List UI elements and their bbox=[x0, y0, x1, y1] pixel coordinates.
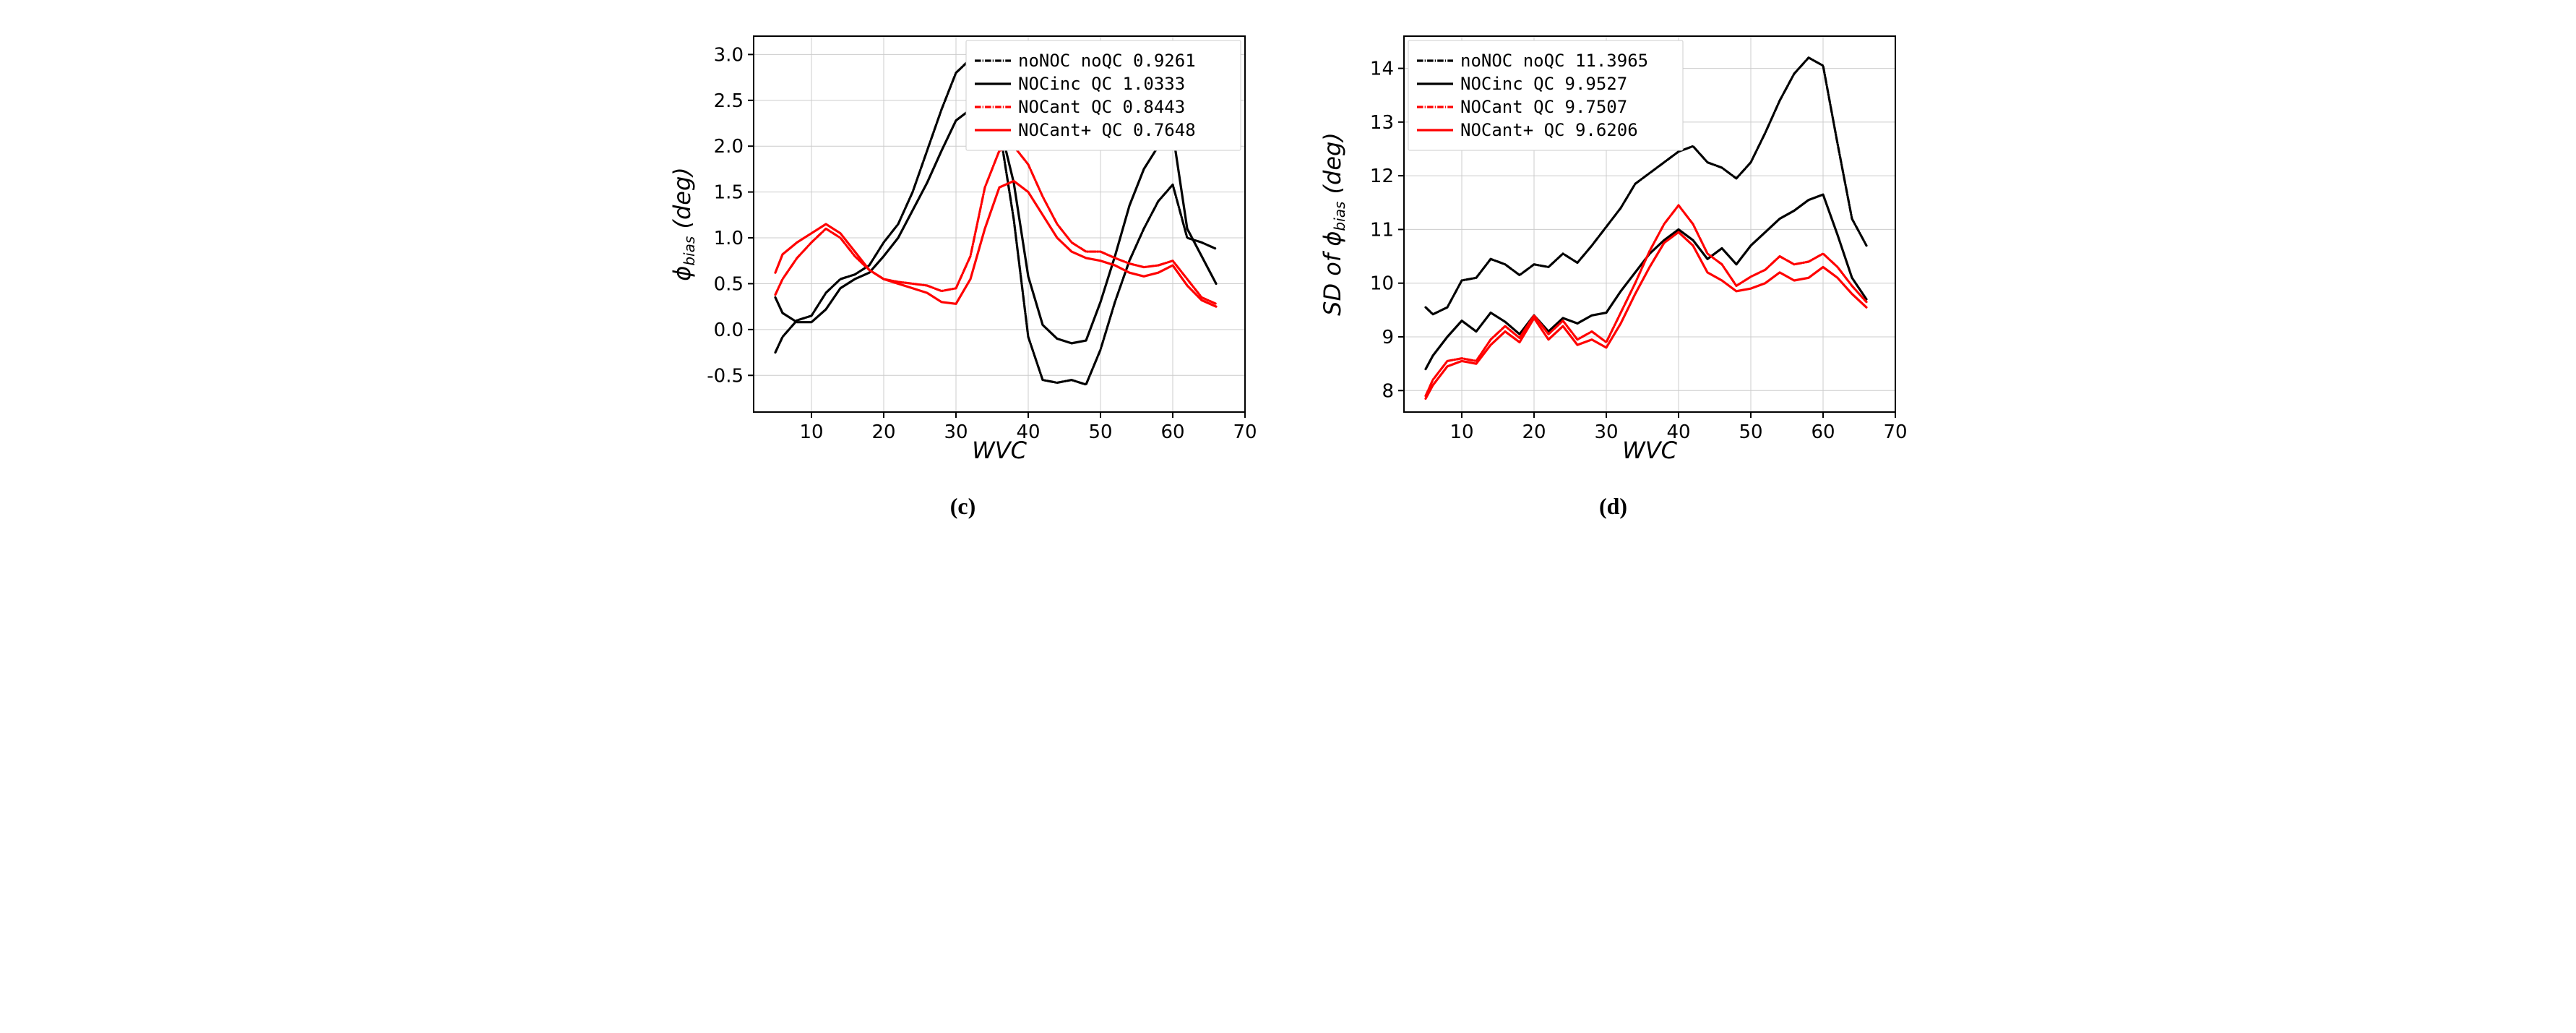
svg-text:60: 60 bbox=[1160, 421, 1184, 443]
svg-text:9: 9 bbox=[1382, 327, 1394, 348]
svg-text:2.0: 2.0 bbox=[713, 136, 743, 158]
caption-c: (c) bbox=[950, 493, 976, 520]
svg-text:ϕbias (deg): ϕbias (deg) bbox=[668, 167, 698, 281]
svg-text:50: 50 bbox=[1739, 421, 1762, 443]
panel-c: 10203040506070-0.50.00.51.01.52.02.53.0W… bbox=[667, 14, 1259, 520]
svg-text:14: 14 bbox=[1369, 59, 1393, 80]
caption-d: (d) bbox=[1599, 493, 1627, 520]
svg-text:2.5: 2.5 bbox=[713, 90, 743, 112]
svg-text:3.0: 3.0 bbox=[713, 44, 743, 66]
svg-text:NOCant+ QC 9.6206: NOCant+ QC 9.6206 bbox=[1460, 120, 1638, 140]
figure-container: 10203040506070-0.50.00.51.01.52.02.53.0W… bbox=[14, 14, 2562, 520]
svg-text:70: 70 bbox=[1233, 421, 1257, 443]
svg-text:60: 60 bbox=[1811, 421, 1835, 443]
svg-text:70: 70 bbox=[1883, 421, 1907, 443]
svg-text:NOCant QC 0.8443: NOCant QC 0.8443 bbox=[1018, 97, 1185, 117]
svg-text:13: 13 bbox=[1369, 112, 1393, 134]
svg-text:noNOC noQC 11.3965: noNOC noQC 11.3965 bbox=[1460, 51, 1648, 71]
svg-text:-0.5: -0.5 bbox=[707, 365, 744, 387]
svg-text:NOCant QC 9.7507: NOCant QC 9.7507 bbox=[1460, 97, 1627, 117]
chart-c: 10203040506070-0.50.00.51.01.52.02.53.0W… bbox=[667, 14, 1259, 477]
svg-text:WVC: WVC bbox=[1622, 437, 1678, 464]
svg-text:10: 10 bbox=[1369, 273, 1393, 295]
svg-text:20: 20 bbox=[1522, 421, 1546, 443]
svg-text:11: 11 bbox=[1369, 219, 1393, 241]
panel-d: 10203040506070891011121314WVCSD of ϕbias… bbox=[1317, 14, 1910, 520]
svg-text:NOCinc QC 9.9527: NOCinc QC 9.9527 bbox=[1460, 74, 1627, 94]
svg-text:50: 50 bbox=[1088, 421, 1112, 443]
svg-text:10: 10 bbox=[1449, 421, 1473, 443]
svg-text:10: 10 bbox=[799, 421, 823, 443]
svg-text:0.5: 0.5 bbox=[713, 273, 743, 295]
svg-text:30: 30 bbox=[1594, 421, 1618, 443]
svg-text:1.0: 1.0 bbox=[713, 228, 743, 249]
svg-text:WVC: WVC bbox=[972, 437, 1028, 464]
svg-text:20: 20 bbox=[871, 421, 895, 443]
svg-text:12: 12 bbox=[1369, 166, 1393, 187]
svg-text:0.0: 0.0 bbox=[713, 320, 743, 341]
svg-text:NOCinc QC 1.0333: NOCinc QC 1.0333 bbox=[1018, 74, 1185, 94]
svg-text:1.5: 1.5 bbox=[713, 182, 743, 204]
svg-text:NOCant+ QC 0.7648: NOCant+ QC 0.7648 bbox=[1018, 120, 1196, 140]
svg-text:SD of ϕbias (deg): SD of ϕbias (deg) bbox=[1319, 132, 1348, 316]
svg-text:30: 30 bbox=[944, 421, 968, 443]
svg-text:noNOC noQC 0.9261: noNOC noQC 0.9261 bbox=[1018, 51, 1196, 71]
chart-d: 10203040506070891011121314WVCSD of ϕbias… bbox=[1317, 14, 1910, 477]
svg-text:8: 8 bbox=[1382, 380, 1394, 402]
